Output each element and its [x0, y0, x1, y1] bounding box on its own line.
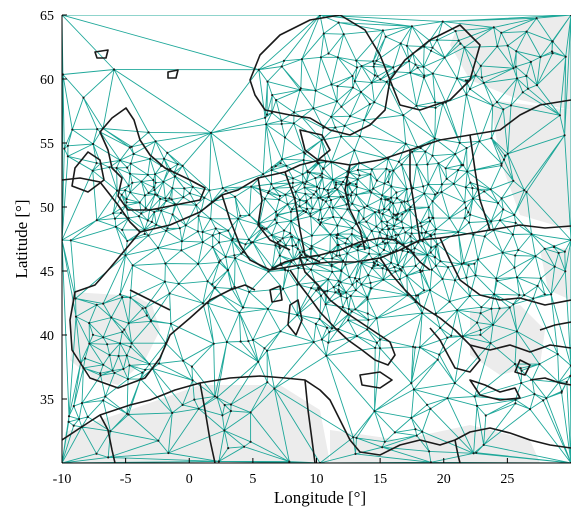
x-tick-label: 5 — [249, 472, 256, 487]
y-tick-label: 55 — [40, 137, 54, 152]
coastlines — [62, 15, 571, 463]
x-tick-label: 15 — [373, 472, 387, 487]
y-tick-label: 65 — [40, 9, 54, 24]
y-axis-label: Latitude [°] — [12, 199, 31, 278]
y-tick-label: 35 — [40, 393, 54, 408]
x-tick-label: -10 — [53, 472, 72, 487]
x-tick-label: 20 — [437, 472, 451, 487]
x-axis-label: Longitude [°] — [274, 488, 366, 507]
x-tick-label: 25 — [500, 472, 514, 487]
triangulation-mesh — [62, 15, 571, 463]
mesh-edges — [62, 15, 571, 463]
x-tick-label: 0 — [186, 472, 193, 487]
land-regions — [62, 15, 571, 463]
x-axis-ticks: -10 -5 0 5 10 15 20 25 — [53, 458, 514, 487]
y-tick-label: 40 — [40, 329, 54, 344]
x-tick-label: 10 — [310, 472, 324, 487]
y-tick-label: 50 — [40, 201, 54, 216]
y-tick-label: 60 — [40, 73, 54, 88]
x-tick-label: -5 — [120, 472, 132, 487]
y-axis-ticks: 35 40 45 50 55 60 65 — [40, 9, 67, 408]
y-tick-label: 45 — [40, 265, 54, 280]
